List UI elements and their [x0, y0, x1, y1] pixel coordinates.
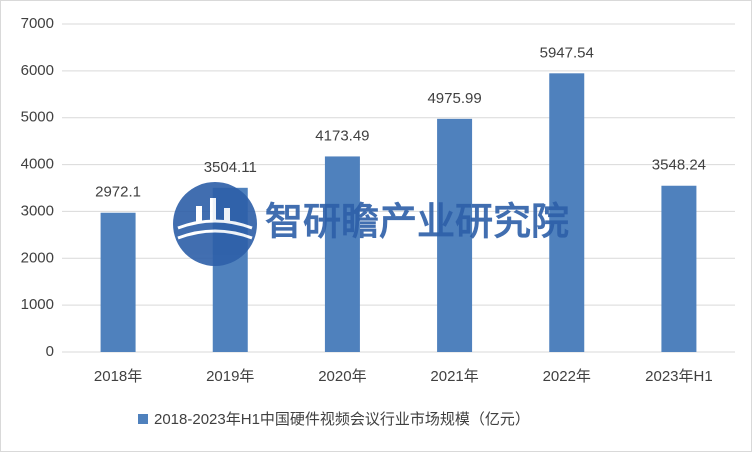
- data-label: 2972.1: [95, 184, 141, 201]
- y-tick-label: 5000: [21, 109, 54, 126]
- legend-swatch: [138, 414, 148, 424]
- bar: [100, 212, 136, 352]
- x-tick-label: 2018年: [94, 368, 142, 385]
- x-tick-label: 2021年: [430, 368, 478, 385]
- x-tick-label: 2019年: [206, 368, 254, 385]
- y-tick-label: 3000: [21, 202, 54, 219]
- y-tick-label: 6000: [21, 62, 54, 79]
- bar: [549, 73, 585, 352]
- data-label: 3548.24: [652, 157, 706, 174]
- y-tick-label: 4000: [21, 156, 54, 173]
- data-label: 3504.11: [204, 159, 257, 176]
- bar: [324, 156, 360, 352]
- data-label: 4173.49: [315, 127, 369, 144]
- watermark-text: 智研瞻产业研究院: [265, 200, 569, 244]
- x-tick-label: 2020年: [318, 368, 366, 385]
- watermark-logo: [173, 182, 257, 266]
- bar: [661, 185, 697, 352]
- data-label: 4975.99: [427, 90, 481, 107]
- data-label: 5947.54: [540, 44, 594, 61]
- legend-label: 2018-2023年H1中国硬件视频会议行业市场规模（亿元）: [154, 411, 530, 428]
- y-tick-label: 0: [46, 343, 54, 360]
- y-tick-label: 1000: [21, 296, 54, 313]
- plot-area: 0 1000 2000 3000 4000 5000 6000 7000 2018年 2019年 2…: [21, 15, 735, 428]
- bar: [437, 118, 473, 352]
- y-tick-label: 2000: [21, 249, 54, 266]
- x-tick-label: 2022年: [543, 368, 591, 385]
- y-tick-label: 7000: [21, 15, 54, 32]
- x-tick-label: 2023年H1: [645, 368, 713, 385]
